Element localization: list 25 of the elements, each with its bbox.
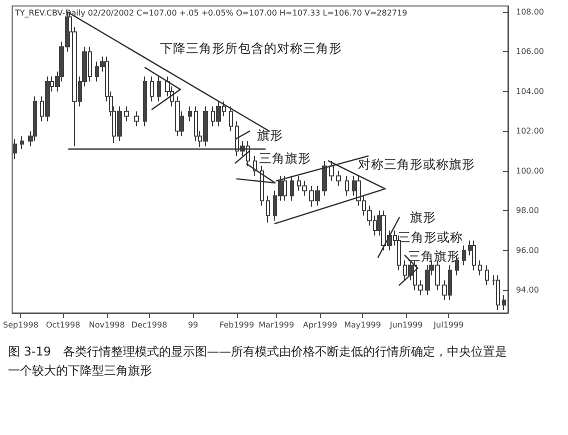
y-tick-label: 106.00: [516, 47, 544, 56]
y-tick-label: 104.00: [516, 86, 544, 96]
x-tick-label: Feb1999: [220, 320, 254, 330]
x-tick-label: Nov1998: [88, 320, 125, 330]
x-tick-label: Apr1999: [303, 320, 338, 330]
y-tick-label: 102.00: [516, 126, 544, 136]
caption: 图 3-19 各类行情整理模式的显示图——所有模式由价格不断走低的行情所确定，中央位置是一个较大的下降型三角旗形: [8, 344, 508, 378]
y-tick-label: 98.00: [516, 206, 539, 216]
x-tick-label: Dec1998: [131, 320, 168, 330]
y-tick-label: 94.00: [516, 286, 539, 295]
annotation: 对称三角形或称旗形: [358, 156, 475, 172]
y-tick-label: 100.00: [516, 166, 544, 176]
annotation: 三角旗形: [259, 150, 311, 166]
annotation: 旗形: [410, 210, 436, 224]
x-tick-label: Mar1999: [258, 320, 294, 330]
x-tick-label: Jul1999: [432, 320, 464, 330]
y-tick-label: 108.00: [516, 7, 544, 16]
x-tick-label: 99: [188, 320, 198, 330]
x-tick-label: May1999: [344, 320, 381, 330]
x-tick-label: Jun1999: [388, 320, 423, 330]
x-tick-label: Sep1998: [3, 320, 38, 330]
x-tick-label: Oct1998: [46, 320, 80, 330]
annotation: 旗形: [257, 128, 283, 142]
annotation: 下降三角形所包含的对称三角形: [160, 40, 342, 56]
y-tick-label: 96.00: [516, 246, 539, 255]
